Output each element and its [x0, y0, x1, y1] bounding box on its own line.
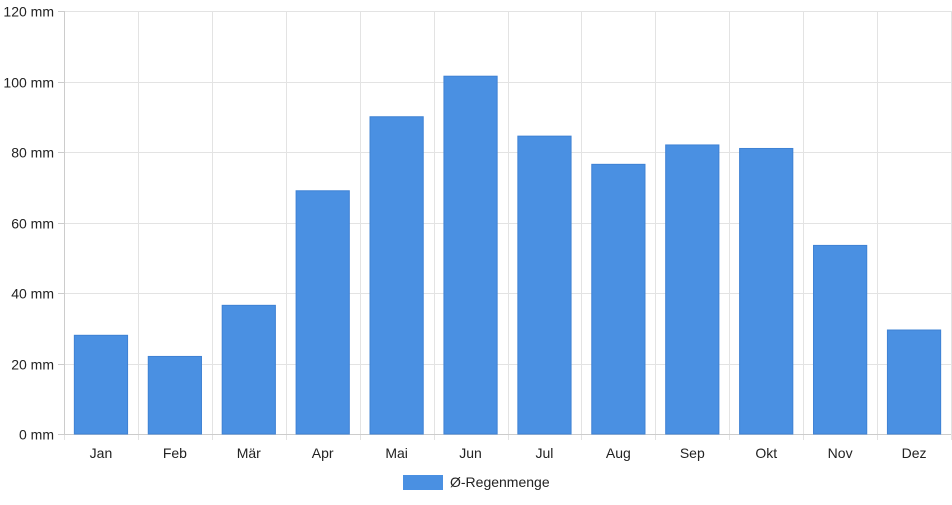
y-axis-ticks: 0 mm 20 mm 40 mm 60 mm 80 mm 100 mm 120 mm: [3, 4, 54, 443]
legend-label[interactable]: Ø-Regenmenge: [450, 474, 550, 490]
x-tick-label: Mär: [237, 445, 261, 461]
y-tick-label: 120 mm: [3, 4, 54, 20]
axes: [64, 11, 951, 435]
bar-okt: [739, 147, 794, 435]
bar-mär: [221, 304, 276, 435]
bar-nov: [813, 244, 868, 435]
bar-jun: [443, 75, 498, 435]
bar-mai: [369, 116, 424, 435]
y-tick-label: 100 mm: [3, 75, 54, 91]
y-tick-label: 60 mm: [11, 216, 54, 232]
bars: [73, 75, 942, 435]
x-axis-ticks: Jan Feb Mär Apr Mai Jun Jul Aug Sep Okt Nov Dez: [90, 445, 927, 461]
x-tick-label: Apr: [312, 445, 334, 461]
x-tick-label: Jan: [90, 445, 113, 461]
legend-swatch[interactable]: [403, 475, 443, 490]
bar-dez: [886, 329, 942, 435]
x-tick-label: Nov: [828, 445, 853, 461]
y-tick-label: 80 mm: [11, 145, 54, 161]
bar-sep: [665, 144, 720, 435]
x-tick-label: Jul: [536, 445, 554, 461]
y-tick-label: 0 mm: [19, 427, 54, 443]
x-tick-label: Jun: [459, 445, 482, 461]
x-tick-label: Aug: [606, 445, 631, 461]
bar-jul: [517, 135, 572, 435]
y-tick-label: 40 mm: [11, 286, 54, 302]
x-tick-label: Okt: [755, 445, 777, 461]
x-tick-label: Sep: [680, 445, 705, 461]
bar-feb: [147, 355, 202, 435]
bar-apr: [295, 190, 350, 435]
x-tick-label: Dez: [902, 445, 927, 461]
bar-aug: [591, 163, 646, 435]
x-tick-label: Mai: [385, 445, 408, 461]
legend[interactable]: Ø-Regenmenge: [403, 474, 550, 490]
bar-jan: [73, 334, 129, 435]
x-tick-label: Feb: [163, 445, 187, 461]
y-tick-label: 20 mm: [11, 357, 54, 373]
